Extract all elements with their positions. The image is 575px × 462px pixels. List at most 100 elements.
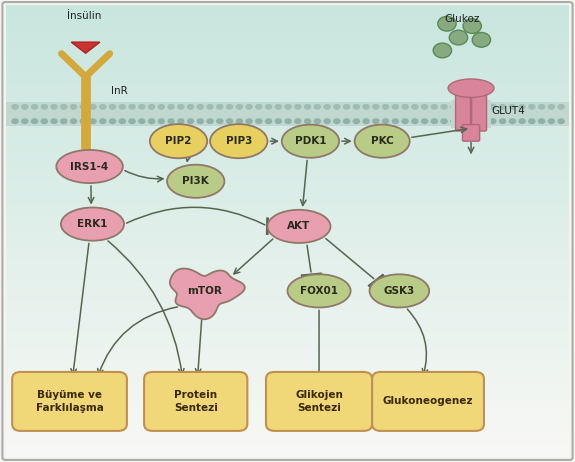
Circle shape bbox=[216, 118, 224, 124]
Circle shape bbox=[226, 118, 233, 124]
Circle shape bbox=[421, 104, 428, 110]
Bar bbox=[6, 141, 569, 146]
Circle shape bbox=[246, 118, 253, 124]
Text: GSK3: GSK3 bbox=[384, 286, 415, 296]
Bar bbox=[6, 395, 569, 400]
Circle shape bbox=[99, 118, 106, 124]
Bar bbox=[6, 378, 569, 383]
Ellipse shape bbox=[355, 125, 409, 158]
Circle shape bbox=[472, 32, 490, 47]
Bar bbox=[6, 327, 569, 333]
Circle shape bbox=[333, 118, 340, 124]
Circle shape bbox=[509, 104, 516, 110]
Circle shape bbox=[547, 118, 555, 124]
Circle shape bbox=[421, 118, 428, 124]
Ellipse shape bbox=[282, 125, 339, 158]
Circle shape bbox=[450, 104, 458, 110]
FancyBboxPatch shape bbox=[266, 372, 372, 431]
Circle shape bbox=[411, 118, 419, 124]
Circle shape bbox=[294, 104, 301, 110]
Bar bbox=[6, 231, 569, 237]
Bar bbox=[6, 158, 569, 163]
FancyBboxPatch shape bbox=[455, 88, 470, 131]
Bar bbox=[6, 17, 569, 22]
Circle shape bbox=[138, 118, 145, 124]
Bar bbox=[6, 417, 569, 423]
Circle shape bbox=[60, 104, 67, 110]
Bar bbox=[6, 428, 569, 434]
Bar bbox=[6, 56, 569, 62]
Bar bbox=[6, 34, 569, 39]
Circle shape bbox=[216, 104, 224, 110]
Circle shape bbox=[167, 118, 175, 124]
Circle shape bbox=[158, 104, 165, 110]
Bar bbox=[6, 445, 569, 451]
Polygon shape bbox=[170, 268, 245, 319]
Ellipse shape bbox=[370, 274, 429, 308]
Circle shape bbox=[21, 118, 29, 124]
Bar bbox=[6, 180, 569, 186]
Bar bbox=[6, 11, 569, 17]
Circle shape bbox=[255, 118, 263, 124]
Circle shape bbox=[89, 118, 97, 124]
Circle shape bbox=[31, 118, 39, 124]
Circle shape bbox=[372, 104, 380, 110]
Circle shape bbox=[480, 104, 487, 110]
Circle shape bbox=[118, 104, 126, 110]
Circle shape bbox=[265, 118, 273, 124]
Bar bbox=[6, 107, 569, 113]
Bar bbox=[6, 175, 569, 180]
Text: ERK1: ERK1 bbox=[77, 219, 108, 229]
Circle shape bbox=[50, 104, 58, 110]
Text: Glukoneogenez: Glukoneogenez bbox=[383, 396, 473, 407]
Bar bbox=[6, 169, 569, 175]
Circle shape bbox=[294, 118, 301, 124]
Circle shape bbox=[12, 118, 19, 124]
Circle shape bbox=[21, 104, 29, 110]
Circle shape bbox=[440, 118, 448, 124]
Circle shape bbox=[304, 118, 311, 124]
Circle shape bbox=[158, 118, 165, 124]
Circle shape bbox=[519, 104, 526, 110]
Bar bbox=[451, 100, 491, 128]
Bar bbox=[6, 214, 569, 220]
Text: Glikojen
Sentezi: Glikojen Sentezi bbox=[295, 390, 343, 413]
Bar bbox=[6, 225, 569, 231]
Bar bbox=[6, 299, 569, 304]
Circle shape bbox=[440, 104, 448, 110]
Bar bbox=[6, 67, 569, 73]
Circle shape bbox=[187, 104, 194, 110]
Bar bbox=[6, 208, 569, 214]
Circle shape bbox=[411, 104, 419, 110]
Circle shape bbox=[557, 118, 565, 124]
Circle shape bbox=[499, 118, 507, 124]
Bar bbox=[6, 102, 569, 126]
Bar bbox=[6, 186, 569, 192]
Circle shape bbox=[187, 118, 194, 124]
Bar bbox=[6, 84, 569, 90]
Bar bbox=[6, 423, 569, 428]
Circle shape bbox=[177, 118, 185, 124]
Circle shape bbox=[79, 104, 87, 110]
Circle shape bbox=[275, 118, 282, 124]
Circle shape bbox=[12, 104, 19, 110]
Circle shape bbox=[236, 104, 243, 110]
Bar bbox=[6, 293, 569, 299]
FancyBboxPatch shape bbox=[472, 88, 486, 131]
Circle shape bbox=[480, 118, 487, 124]
Text: mTOR: mTOR bbox=[187, 286, 222, 296]
Bar bbox=[6, 259, 569, 265]
Text: PKC: PKC bbox=[371, 136, 393, 146]
Circle shape bbox=[362, 104, 370, 110]
Circle shape bbox=[70, 118, 77, 124]
Circle shape bbox=[401, 118, 409, 124]
Bar bbox=[6, 101, 569, 107]
Bar bbox=[6, 389, 569, 395]
Bar bbox=[6, 276, 569, 282]
Circle shape bbox=[362, 118, 370, 124]
Circle shape bbox=[431, 104, 438, 110]
Circle shape bbox=[285, 104, 292, 110]
Text: PI3K: PI3K bbox=[182, 176, 209, 186]
Bar bbox=[6, 383, 569, 389]
Circle shape bbox=[109, 118, 116, 124]
